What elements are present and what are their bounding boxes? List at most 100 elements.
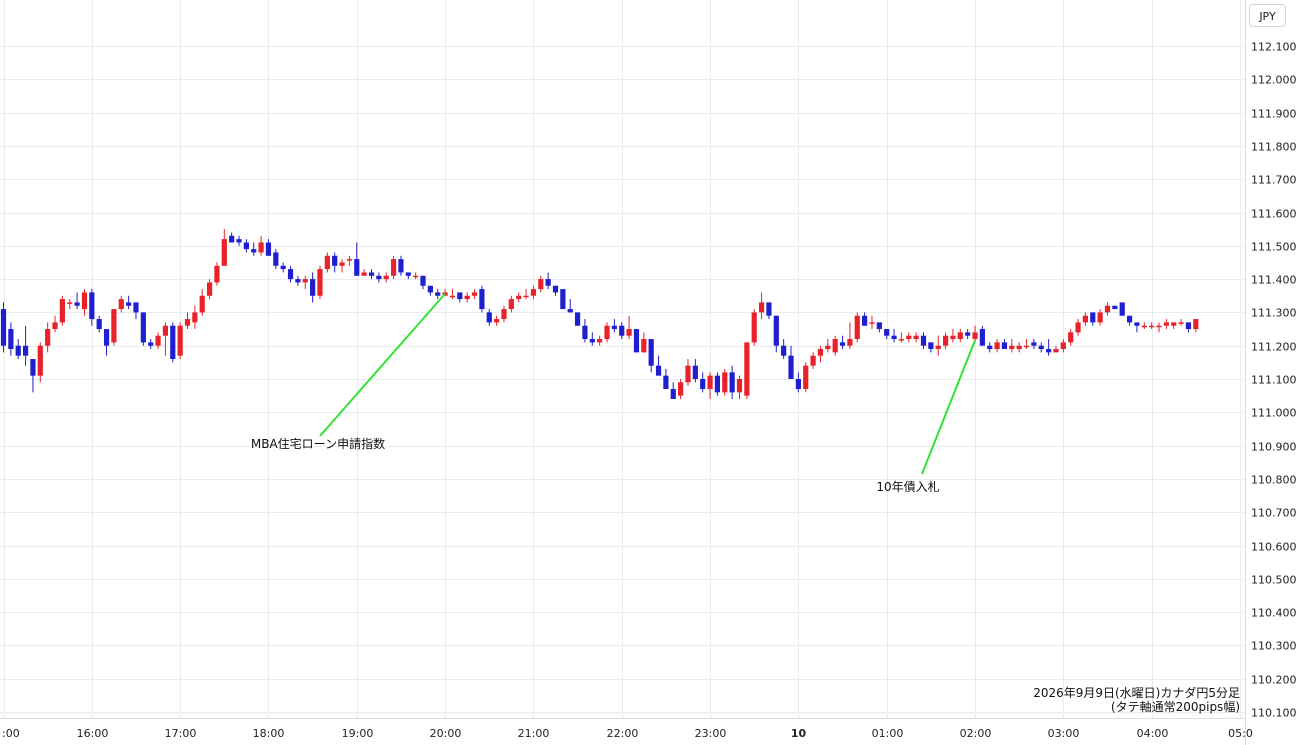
candle-body	[781, 345, 787, 356]
candle-body	[950, 335, 956, 340]
candle-body	[22, 345, 29, 356]
price-axis: 112.100 112.000 111.900 111.800 111.700 111.6…	[1251, 41, 1297, 720]
time-tick-label: 18:00	[253, 727, 285, 740]
candle-body	[1126, 315, 1133, 323]
candle-body	[891, 335, 897, 340]
candle-body	[530, 289, 537, 296]
candle-body	[74, 302, 80, 306]
candle-body	[589, 339, 595, 343]
candle	[420, 275, 426, 290]
candle-body	[1156, 325, 1162, 328]
candle	[714, 372, 721, 396]
candle-body	[486, 312, 492, 323]
candle	[52, 315, 58, 333]
candle-body	[1053, 349, 1059, 353]
price-tick-label: 110.900	[1251, 441, 1297, 454]
candle	[1178, 319, 1184, 326]
candle	[869, 315, 875, 330]
candle-body	[0, 309, 7, 346]
candle	[965, 329, 971, 340]
candle-body	[273, 252, 279, 266]
candle	[494, 315, 500, 326]
candle	[324, 252, 330, 273]
candle-body	[170, 325, 176, 360]
candle	[979, 325, 985, 346]
candle	[1009, 339, 1015, 353]
candle	[530, 285, 537, 300]
candle-body	[96, 319, 102, 330]
candle-body	[854, 315, 860, 340]
candle-body	[795, 379, 801, 389]
candle	[854, 312, 860, 343]
candle	[1112, 305, 1118, 310]
candle-body	[957, 332, 963, 340]
candle	[295, 275, 301, 286]
candle	[111, 309, 117, 346]
candle	[1053, 345, 1059, 353]
candle	[45, 322, 51, 353]
candle	[508, 295, 514, 313]
time-tick-label: 04:00	[1137, 727, 1169, 740]
price-tick-label: 112.100	[1251, 41, 1297, 54]
candle	[449, 289, 456, 300]
candle-body	[405, 272, 411, 276]
candle-body	[339, 262, 345, 266]
annotation-pointer	[921, 340, 976, 475]
candle	[74, 292, 80, 310]
candle	[8, 322, 14, 356]
candle	[170, 322, 176, 363]
candle	[479, 285, 485, 313]
annotation-label: MBA住宅ローン申請指数	[251, 436, 385, 451]
candle-body	[685, 365, 691, 383]
price-tick-label: 111.700	[1251, 174, 1297, 187]
candle-body	[280, 265, 286, 270]
candle	[310, 272, 316, 303]
candle-body	[700, 379, 706, 389]
candle	[361, 269, 367, 276]
candle-body	[1104, 305, 1111, 313]
candle-body	[435, 292, 441, 296]
candle	[15, 339, 21, 360]
price-tick-label: 111.600	[1251, 208, 1297, 221]
time-tick-label: 01:00	[872, 727, 904, 740]
candle-body	[1112, 305, 1118, 310]
candle	[22, 325, 29, 366]
annotation-label: 10年債入札	[876, 479, 939, 494]
candle-body	[965, 332, 971, 336]
candle	[906, 332, 912, 343]
currency-label-box[interactable]	[1249, 4, 1286, 27]
candle	[884, 329, 890, 340]
candle-body	[1119, 302, 1125, 316]
chart-caption-line-1: 2026年9月9日(水曜日)カナダ円5分足	[1033, 685, 1240, 700]
candle-body	[516, 295, 522, 300]
candle	[354, 242, 360, 276]
candle-body	[479, 289, 485, 310]
time-tick-label: 10	[791, 727, 807, 740]
candle-body	[236, 239, 242, 243]
candle	[1016, 342, 1022, 353]
candle	[950, 329, 956, 343]
candle-body	[1134, 322, 1140, 326]
candle-body	[766, 302, 772, 316]
candle	[648, 339, 654, 373]
candle	[597, 335, 603, 346]
candle	[103, 329, 110, 356]
time-tick-label: 23:00	[695, 727, 727, 740]
candle-body	[287, 269, 294, 280]
candle	[604, 322, 610, 343]
candle-body	[1193, 319, 1199, 330]
candle-body	[619, 325, 625, 336]
candle-body	[206, 282, 213, 296]
candle-body	[354, 259, 360, 276]
candle	[1193, 319, 1199, 333]
candle-body	[184, 319, 191, 326]
candle	[126, 295, 132, 310]
price-tick-label: 110.200	[1251, 674, 1297, 687]
price-tick-label: 111.100	[1251, 374, 1297, 387]
price-tick-label: 111.800	[1251, 141, 1297, 154]
candle-body	[678, 382, 684, 396]
candle	[317, 265, 323, 300]
candle	[398, 255, 404, 276]
candle	[287, 265, 294, 283]
candle-body	[1163, 322, 1169, 326]
